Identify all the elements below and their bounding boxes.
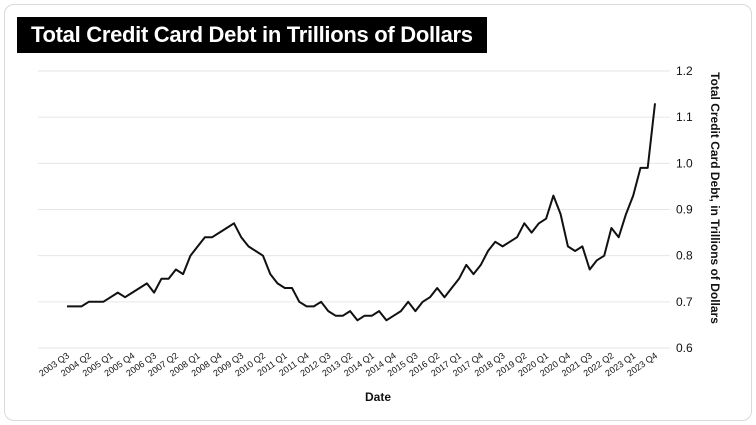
y-tick-label: 0.9 xyxy=(676,203,693,217)
y-tick-label: 1.2 xyxy=(676,64,693,78)
gridlines xyxy=(38,70,670,349)
y-axis-label: Total Credit Card Debt, in Trillions of … xyxy=(708,72,722,324)
y-axis-ticks: 0.6 0.7 0.8 0.9 1.0 1.1 1.2 xyxy=(676,64,693,355)
y-tick-label: 0.7 xyxy=(676,295,693,309)
y-tick-label: 1.0 xyxy=(676,156,693,170)
x-axis-label: Date xyxy=(365,390,391,404)
y-tick-label: 1.1 xyxy=(676,110,693,124)
y-tick-label: 0.8 xyxy=(676,249,693,263)
chart-title: Total Credit Card Debt in Trillions of D… xyxy=(17,17,487,53)
series-line xyxy=(67,103,656,322)
y-tick-label: 0.6 xyxy=(676,341,693,355)
